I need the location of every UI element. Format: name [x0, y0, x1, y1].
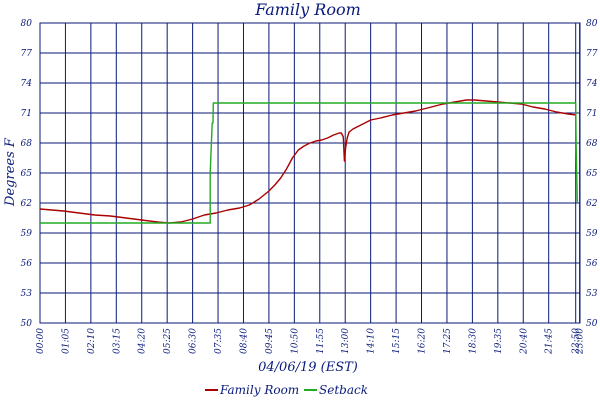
x-tick-label: 20:40 — [519, 328, 529, 355]
y-tick-label: 65 — [21, 169, 33, 179]
x-axis-label: 04/06/19 (EST) — [258, 360, 358, 375]
y-tick-label: 68 — [21, 139, 33, 149]
y-tick-label: 77 — [21, 49, 33, 59]
y-tick-labels-right: 80 77 74 71 68 65 62 59 56 53 50 — [586, 19, 598, 329]
series-lines — [39, 99, 578, 224]
y-axis-label: Degrees F — [3, 137, 18, 207]
y-tick-label: 50 — [586, 319, 598, 329]
x-tick-label: 04:20 — [138, 328, 148, 354]
x-tick-label: 17:25 — [443, 328, 453, 354]
y-tick-label: 59 — [21, 229, 33, 239]
y-tick-label: 56 — [586, 259, 598, 269]
x-tick-label: 00:00 — [36, 328, 46, 354]
chart-title: Family Room — [254, 0, 361, 19]
x-tick-label: 11:55 — [316, 328, 326, 354]
x-tick-label: 13:00 — [341, 328, 351, 354]
y-tick-label: 59 — [586, 229, 598, 239]
x-tick-label: 07:35 — [214, 328, 224, 354]
y-tick-label: 62 — [586, 199, 598, 209]
plot-frame — [39, 22, 581, 324]
y-tick-label: 80 — [586, 19, 598, 29]
y-tick-label: 50 — [21, 319, 33, 329]
y-tick-label: 56 — [21, 259, 33, 269]
x-tick-label: 05:25 — [163, 328, 173, 354]
x-tick-label: 23:00 — [576, 328, 586, 355]
y-tick-label: 71 — [586, 109, 597, 119]
y-tick-label: 77 — [586, 49, 598, 59]
y-tick-label: 68 — [586, 139, 598, 149]
x-tick-label: 10:50 — [290, 328, 300, 354]
legend: Family Room Setback — [205, 383, 368, 397]
series-line-setback — [40, 102, 578, 224]
y-tick-label: 74 — [586, 79, 598, 89]
x-tick-label: 09:45 — [265, 328, 275, 354]
grid-lines — [39, 22, 581, 324]
x-tick-label: 15:15 — [392, 328, 402, 354]
y-tick-label: 65 — [586, 169, 598, 179]
x-tick-label: 21:45 — [545, 328, 555, 355]
x-tick-label: 02:10 — [87, 328, 97, 354]
series-line-family-room — [39, 99, 577, 224]
legend-label: Family Room — [219, 383, 299, 397]
x-tick-label: 01:05 — [61, 328, 71, 354]
x-tick-label: 16:20 — [418, 328, 428, 354]
x-tick-label: 08:40 — [239, 328, 249, 354]
y-tick-label: 62 — [21, 199, 33, 209]
x-tick-label: 14:10 — [367, 328, 377, 354]
y-tick-label: 53 — [586, 289, 598, 299]
x-tick-label: 03:15 — [112, 328, 122, 354]
y-tick-label: 53 — [21, 289, 33, 299]
x-tick-label: 18:30 — [468, 328, 478, 354]
x-tick-label: 19:35 — [494, 328, 504, 354]
x-tick-label: 22:50 — [572, 328, 582, 355]
y-tick-label: 80 — [21, 19, 33, 29]
y-tick-labels-left: 80 77 74 71 68 65 62 59 56 53 50 — [21, 19, 33, 329]
x-tick-labels: 00:00 01:05 02:10 03:15 04:20 05:25 06:30 07:35… — [36, 328, 586, 355]
x-tick-label: 06:30 — [189, 328, 199, 354]
legend-label: Setback — [319, 383, 368, 397]
y-tick-label: 74 — [21, 79, 33, 89]
y-tick-label: 71 — [21, 109, 32, 119]
